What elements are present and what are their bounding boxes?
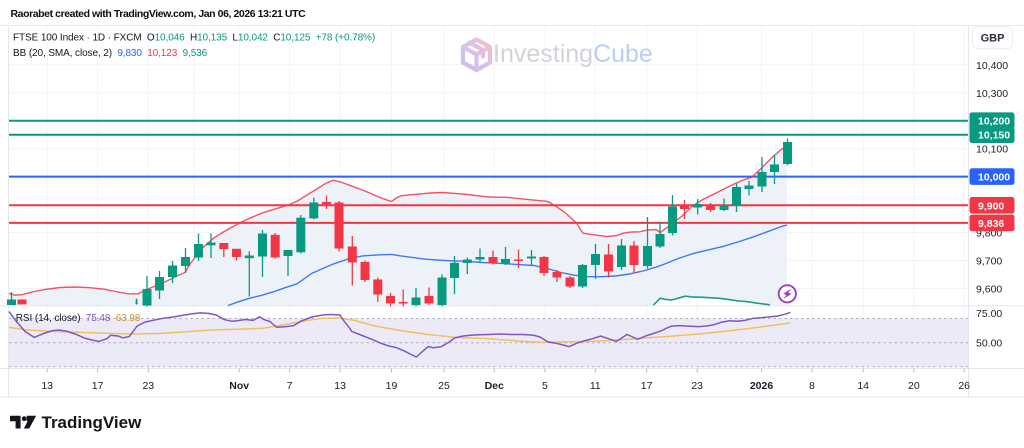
svg-text:23: 23 [691, 380, 703, 392]
svg-text:Nov: Nov [229, 380, 249, 392]
svg-text:13: 13 [41, 380, 53, 392]
svg-text:11: 11 [590, 380, 601, 392]
svg-text:10,200: 10,200 [978, 116, 1010, 128]
svg-text:7: 7 [287, 380, 293, 392]
svg-text:14: 14 [857, 380, 869, 392]
svg-text:10,150: 10,150 [978, 130, 1010, 142]
svg-text:9,600: 9,600 [976, 284, 1002, 296]
svg-text:TradingView: TradingView [42, 413, 143, 432]
svg-text:10,400: 10,400 [976, 60, 1008, 72]
svg-text:GBP: GBP [981, 33, 1005, 45]
svg-text:25: 25 [438, 380, 450, 392]
svg-text:10,100: 10,100 [976, 144, 1008, 156]
svg-text:13: 13 [334, 380, 346, 392]
svg-text:5: 5 [542, 380, 548, 392]
svg-text:17: 17 [92, 380, 104, 392]
svg-text:Raorabet created with TradingV: Raorabet created with TradingView.com, J… [11, 8, 307, 20]
svg-text:9,836: 9,836 [978, 218, 1004, 230]
svg-text:RSI (14, close) 75.48 63.98: RSI (14, close) 75.48 63.98 [16, 313, 141, 324]
svg-text:8: 8 [809, 380, 815, 392]
svg-text:9,700: 9,700 [976, 256, 1002, 268]
svg-text:75.00: 75.00 [976, 308, 1002, 320]
svg-text:17: 17 [641, 380, 653, 392]
svg-text:Dec: Dec [485, 380, 504, 392]
svg-text:FTSE 100 Index · 1D · FXCM O1: FTSE 100 Index · 1D · FXCM O10,046 H10,1… [13, 33, 375, 44]
svg-text:10,300: 10,300 [976, 88, 1008, 100]
svg-text:10,000: 10,000 [978, 172, 1010, 184]
svg-text:19: 19 [386, 380, 398, 392]
svg-text:BB (20, SMA, close, 2) 9,830: BB (20, SMA, close, 2) 9,830 10,123 9,53… [13, 48, 208, 59]
svg-text:2026: 2026 [750, 380, 774, 392]
svg-text:20: 20 [908, 380, 920, 392]
svg-text:23: 23 [142, 380, 154, 392]
svg-text:26: 26 [958, 380, 970, 392]
svg-text:InvestingCube: InvestingCube [493, 40, 653, 68]
svg-text:50.00: 50.00 [976, 338, 1002, 350]
svg-text:9,900: 9,900 [978, 200, 1004, 212]
